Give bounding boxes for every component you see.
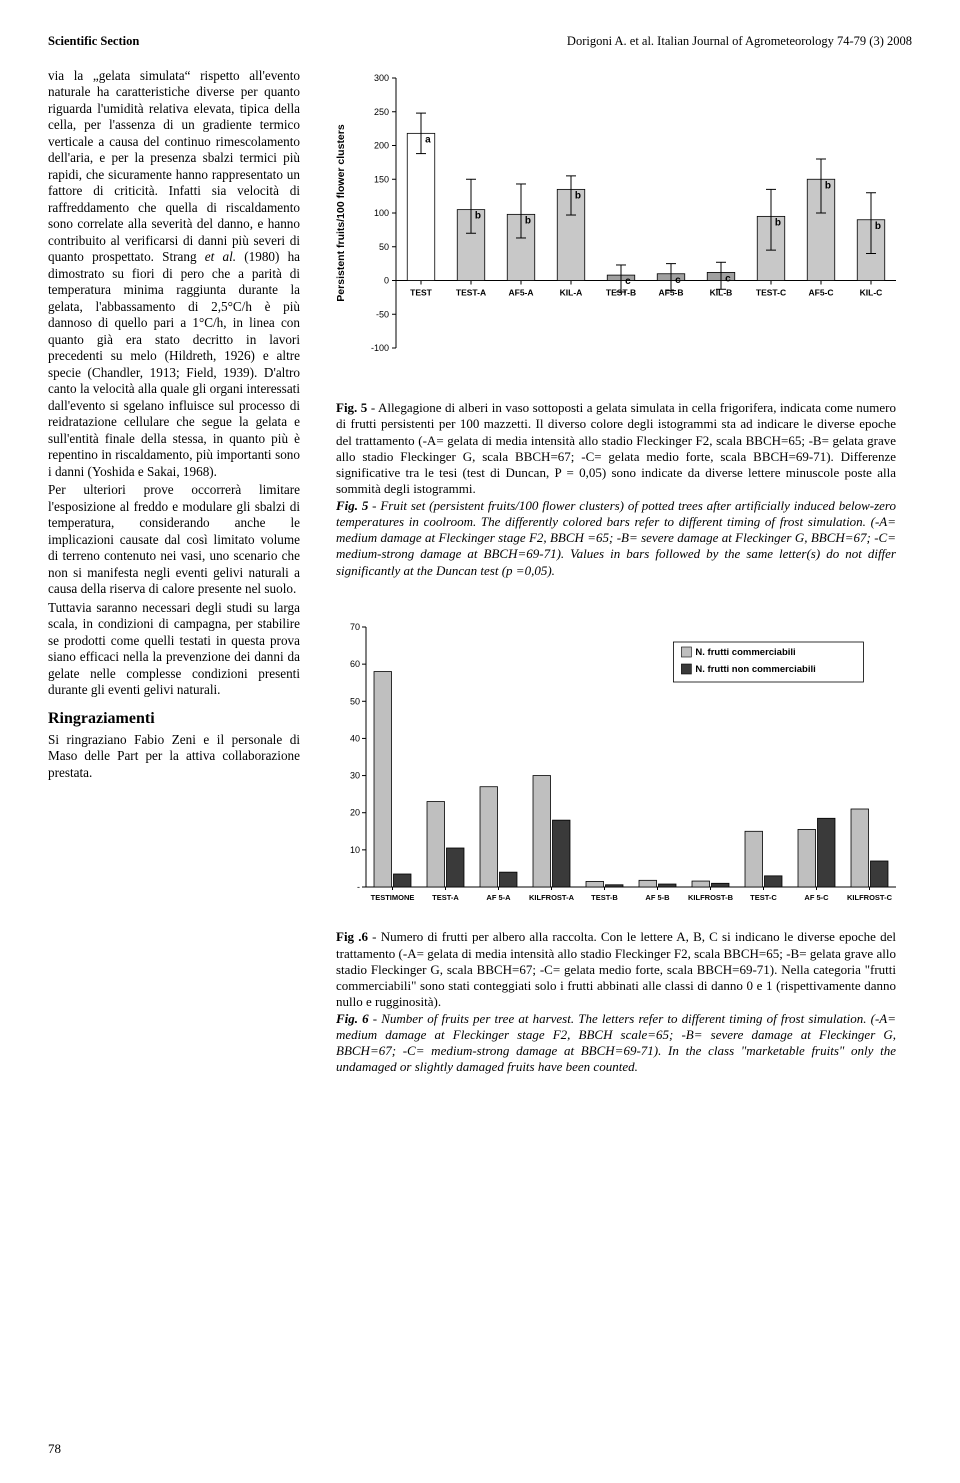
svg-text:-50: -50 xyxy=(376,309,389,319)
svg-text:b: b xyxy=(775,217,781,228)
text: via la „gelata simulata“ rispetto all'ev… xyxy=(48,68,300,265)
svg-text:c: c xyxy=(625,276,631,287)
svg-text:TEST-A: TEST-A xyxy=(456,287,486,297)
svg-text:KILFROST-B: KILFROST-B xyxy=(688,893,734,902)
journal-citation: Dorigoni A. et al. Italian Journal of Ag… xyxy=(567,34,912,50)
svg-text:KIL-B: KIL-B xyxy=(710,287,733,297)
svg-text:TEST-C: TEST-C xyxy=(750,893,777,902)
svg-text:30: 30 xyxy=(350,770,360,780)
svg-text:Persistent fruits/100 flower c: Persistent fruits/100 flower clusters xyxy=(335,124,347,302)
svg-text:70: 70 xyxy=(350,622,360,632)
svg-text:AF5-B: AF5-B xyxy=(658,287,683,297)
svg-text:KILFROST-C: KILFROST-C xyxy=(847,893,893,902)
svg-text:N. frutti non commerciabili: N. frutti non commerciabili xyxy=(695,664,815,675)
page-number: 78 xyxy=(48,1441,61,1457)
svg-text:150: 150 xyxy=(374,174,389,184)
paragraph: via la „gelata simulata“ rispetto all'ev… xyxy=(48,68,300,481)
svg-text:AF5-C: AF5-C xyxy=(808,287,833,297)
svg-text:50: 50 xyxy=(350,696,360,706)
svg-text:300: 300 xyxy=(374,73,389,83)
svg-text:TEST-C: TEST-C xyxy=(756,287,786,297)
fig5-svg: -100 -50 0 50 100 150 200 250 300 Persistent frui… xyxy=(320,68,912,388)
svg-text:KIL-A: KIL-A xyxy=(560,287,583,297)
body-text-column: via la „gelata simulata“ rispetto all'ev… xyxy=(48,68,300,1092)
svg-text:c: c xyxy=(675,274,681,285)
svg-text:40: 40 xyxy=(350,733,360,743)
figure-6-caption: Fig .6 - Numero di frutti per albero all… xyxy=(336,929,896,1075)
section-name: Scientific Section xyxy=(48,34,139,50)
caption-label: Fig .6 xyxy=(336,929,368,944)
svg-text:20: 20 xyxy=(350,808,360,818)
caption-text: - Numero di frutti per albero alla racco… xyxy=(336,929,896,1009)
svg-text:N. frutti commerciabili: N. frutti commerciabili xyxy=(695,647,795,658)
svg-text:a: a xyxy=(425,134,431,145)
paragraph: Tuttavia saranno necessari degli studi s… xyxy=(48,600,300,699)
caption-label: Fig. 5 xyxy=(336,498,368,513)
svg-text:60: 60 xyxy=(350,659,360,669)
fig6-svg: - 10 20 30 40 50 60 70 TESTIMONE TEST-A AF 5-A KILF… xyxy=(320,617,912,917)
caption-text: - Fruit set (persistent fruits/100 flowe… xyxy=(336,498,896,578)
svg-text:TEST: TEST xyxy=(410,287,433,297)
caption-label: Fig. 5 xyxy=(336,400,367,415)
svg-text:10: 10 xyxy=(350,845,360,855)
svg-text:TEST-B: TEST-B xyxy=(606,287,636,297)
svg-text:b: b xyxy=(475,210,481,221)
svg-text:AF 5-A: AF 5-A xyxy=(486,893,511,902)
svg-text:0: 0 xyxy=(384,275,389,285)
caption-text: - Allegagione di alberi in vaso sottopos… xyxy=(336,400,896,496)
acknowledgements-body: Si ringraziano Fabio Zeni e il personale… xyxy=(48,732,300,782)
text-italic: et al. xyxy=(205,249,236,264)
svg-text:TEST-A: TEST-A xyxy=(432,893,459,902)
svg-text:c: c xyxy=(725,273,731,284)
figure-6-chart: - 10 20 30 40 50 60 70 TESTIMONE TEST-A AF 5-A KILF… xyxy=(320,617,912,922)
svg-text:-100: -100 xyxy=(371,343,389,353)
svg-text:100: 100 xyxy=(374,208,389,218)
figure-5-chart: -100 -50 0 50 100 150 200 250 300 Persistent frui… xyxy=(320,68,912,393)
svg-text:b: b xyxy=(875,220,881,231)
svg-text:b: b xyxy=(575,190,581,201)
text: (1980) ha dimostrato su fiori di pero ch… xyxy=(48,249,300,479)
svg-text:-: - xyxy=(357,882,360,892)
svg-text:TESTIMONE: TESTIMONE xyxy=(371,893,415,902)
svg-text:200: 200 xyxy=(374,140,389,150)
acknowledgements-heading: Ringraziamenti xyxy=(48,709,300,729)
paragraph: Per ulteriori prove occorrerà limitare l… xyxy=(48,482,300,598)
caption-label: Fig. 6 xyxy=(336,1011,369,1026)
svg-text:b: b xyxy=(525,215,531,226)
svg-text:AF5-A: AF5-A xyxy=(508,287,533,297)
figure-5-caption: Fig. 5 - Allegagione di alberi in vaso s… xyxy=(336,400,896,579)
svg-text:KILFROST-A: KILFROST-A xyxy=(529,893,575,902)
svg-text:KIL-C: KIL-C xyxy=(860,287,883,297)
svg-text:AF 5-B: AF 5-B xyxy=(645,893,670,902)
svg-text:AF 5-C: AF 5-C xyxy=(804,893,829,902)
page-header: Scientific Section Dorigoni A. et al. It… xyxy=(48,34,912,50)
svg-text:TEST-B: TEST-B xyxy=(591,893,618,902)
caption-text: - Number of fruits per tree at harvest. … xyxy=(336,1011,896,1075)
svg-text:b: b xyxy=(825,180,831,191)
svg-text:250: 250 xyxy=(374,106,389,116)
svg-text:50: 50 xyxy=(379,241,389,251)
